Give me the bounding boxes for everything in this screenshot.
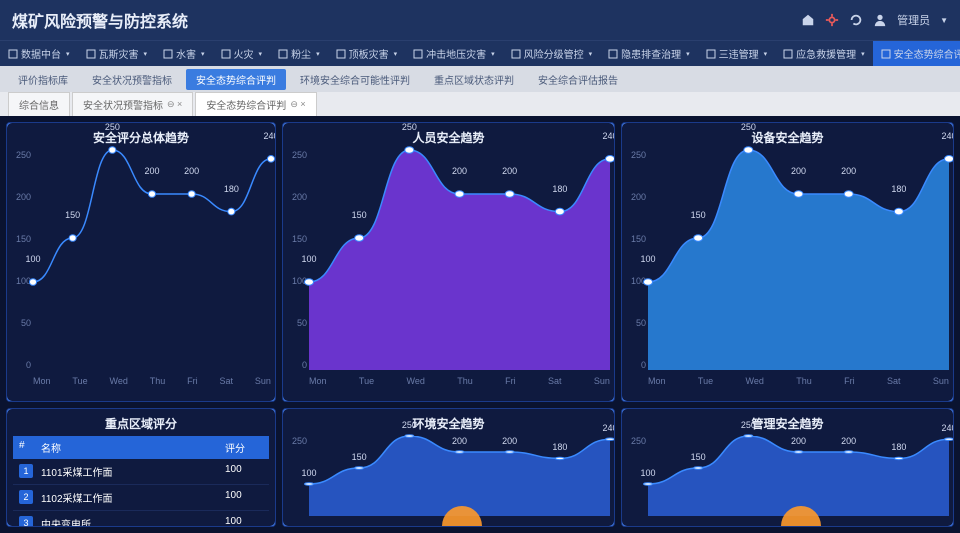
panel-title: 环境安全趋势	[283, 409, 614, 436]
chart-personnel: 250200150100500MonTueWedThuFriSatSun1001…	[283, 150, 614, 388]
filetab-0[interactable]: 综合信息	[8, 92, 70, 116]
header-actions: 管理员 ▼	[801, 12, 948, 28]
panel-title: 重点区域评分	[7, 409, 275, 436]
panel-management: 管理安全趋势 250100150250200200180240	[621, 408, 954, 527]
close-icon[interactable]: ⊖ ×	[167, 99, 182, 110]
panel-overall-trend: 安全评分总体趋势 250200150100500MonTueWedThuFriS…	[6, 122, 276, 402]
table-row[interactable]: 11101采煤工作面100	[13, 459, 269, 485]
menu-item-8[interactable]: 隐患排查治理▾	[600, 41, 698, 66]
menu-item-11[interactable]: 安全态势综合评判▾	[873, 41, 960, 66]
menu-item-6[interactable]: 冲击地压灾害▾	[405, 41, 503, 66]
table-header: # 名称 评分	[13, 436, 269, 459]
subtab-3[interactable]: 环境安全综合可能性评判	[290, 69, 420, 90]
panel-personnel: 人员安全趋势 250200150100500MonTueWedThuFriSat…	[282, 122, 615, 402]
app-header: 煤矿风险预警与防控系统 管理员 ▼	[0, 0, 960, 40]
panel-title: 管理安全趋势	[622, 409, 953, 436]
gear-icon[interactable]	[825, 13, 839, 27]
menu-item-1[interactable]: 瓦斯灾害▾	[78, 41, 156, 66]
menu-item-4[interactable]: 粉尘▾	[270, 41, 328, 66]
close-icon[interactable]: ⊖ ×	[290, 99, 305, 110]
filetab-2[interactable]: 安全态势综合评判⊖ ×	[195, 92, 316, 116]
subtab-4[interactable]: 重点区域状态评判	[424, 69, 524, 90]
table-row[interactable]: 3中央变电所100	[13, 511, 269, 527]
menu-item-5[interactable]: 顶板灾害▾	[328, 41, 406, 66]
menu-item-7[interactable]: 风险分级管控▾	[503, 41, 601, 66]
dashboard: 安全评分总体趋势 250200150100500MonTueWedThuFriS…	[0, 116, 960, 533]
chart-management: 250100150250200200180240	[622, 436, 953, 516]
subtab-2[interactable]: 安全态势综合评判	[186, 69, 286, 90]
panel-title: 安全评分总体趋势	[7, 123, 275, 150]
chart-equipment: 250200150100500MonTueWedThuFriSatSun1001…	[622, 150, 953, 388]
sub-tabs: 评价指标库安全状况预警指标安全态势综合评判环境安全综合可能性评判重点区域状态评判…	[0, 66, 960, 92]
menu-item-2[interactable]: 水害▾	[155, 41, 213, 66]
panel-title: 设备安全趋势	[622, 123, 953, 150]
user-label[interactable]: 管理员	[897, 12, 930, 28]
key-area-table: # 名称 评分 11101采煤工作面10021102采煤工作面1003中央变电所…	[7, 436, 275, 527]
panel-equipment: 设备安全趋势 250200150100500MonTueWedThuFriSat…	[621, 122, 954, 402]
table-row[interactable]: 21102采煤工作面100	[13, 485, 269, 511]
file-tabs: 综合信息安全状况预警指标⊖ ×安全态势综合评判⊖ ×	[0, 92, 960, 116]
refresh-icon[interactable]	[849, 13, 863, 27]
menu-item-9[interactable]: 三违管理▾	[698, 41, 776, 66]
main-menu: 数据中台▾瓦斯灾害▾水害▾火灾▾粉尘▾顶板灾害▾冲击地压灾害▾风险分级管控▾隐患…	[0, 40, 960, 66]
menu-item-0[interactable]: 数据中台▾	[0, 41, 78, 66]
app-title: 煤矿风险预警与防控系统	[12, 8, 188, 32]
panel-environment: 环境安全趋势 250100150250200200180240	[282, 408, 615, 527]
home-icon[interactable]	[801, 13, 815, 27]
subtab-5[interactable]: 安全综合评估报告	[528, 69, 628, 90]
chart-overall: 250200150100500MonTueWedThuFriSatSun1001…	[7, 150, 275, 388]
menu-item-10[interactable]: 应急救援管理▾	[775, 41, 873, 66]
filetab-1[interactable]: 安全状况预警指标⊖ ×	[72, 92, 193, 116]
subtab-1[interactable]: 安全状况预警指标	[82, 69, 182, 90]
panel-title: 人员安全趋势	[283, 123, 614, 150]
panel-key-areas: 重点区域评分 # 名称 评分 11101采煤工作面10021102采煤工作面10…	[6, 408, 276, 527]
chevron-down-icon[interactable]: ▼	[940, 16, 948, 25]
menu-item-3[interactable]: 火灾▾	[213, 41, 271, 66]
chart-environment: 250100150250200200180240	[283, 436, 614, 516]
subtab-0[interactable]: 评价指标库	[8, 69, 78, 90]
user-icon[interactable]	[873, 13, 887, 27]
